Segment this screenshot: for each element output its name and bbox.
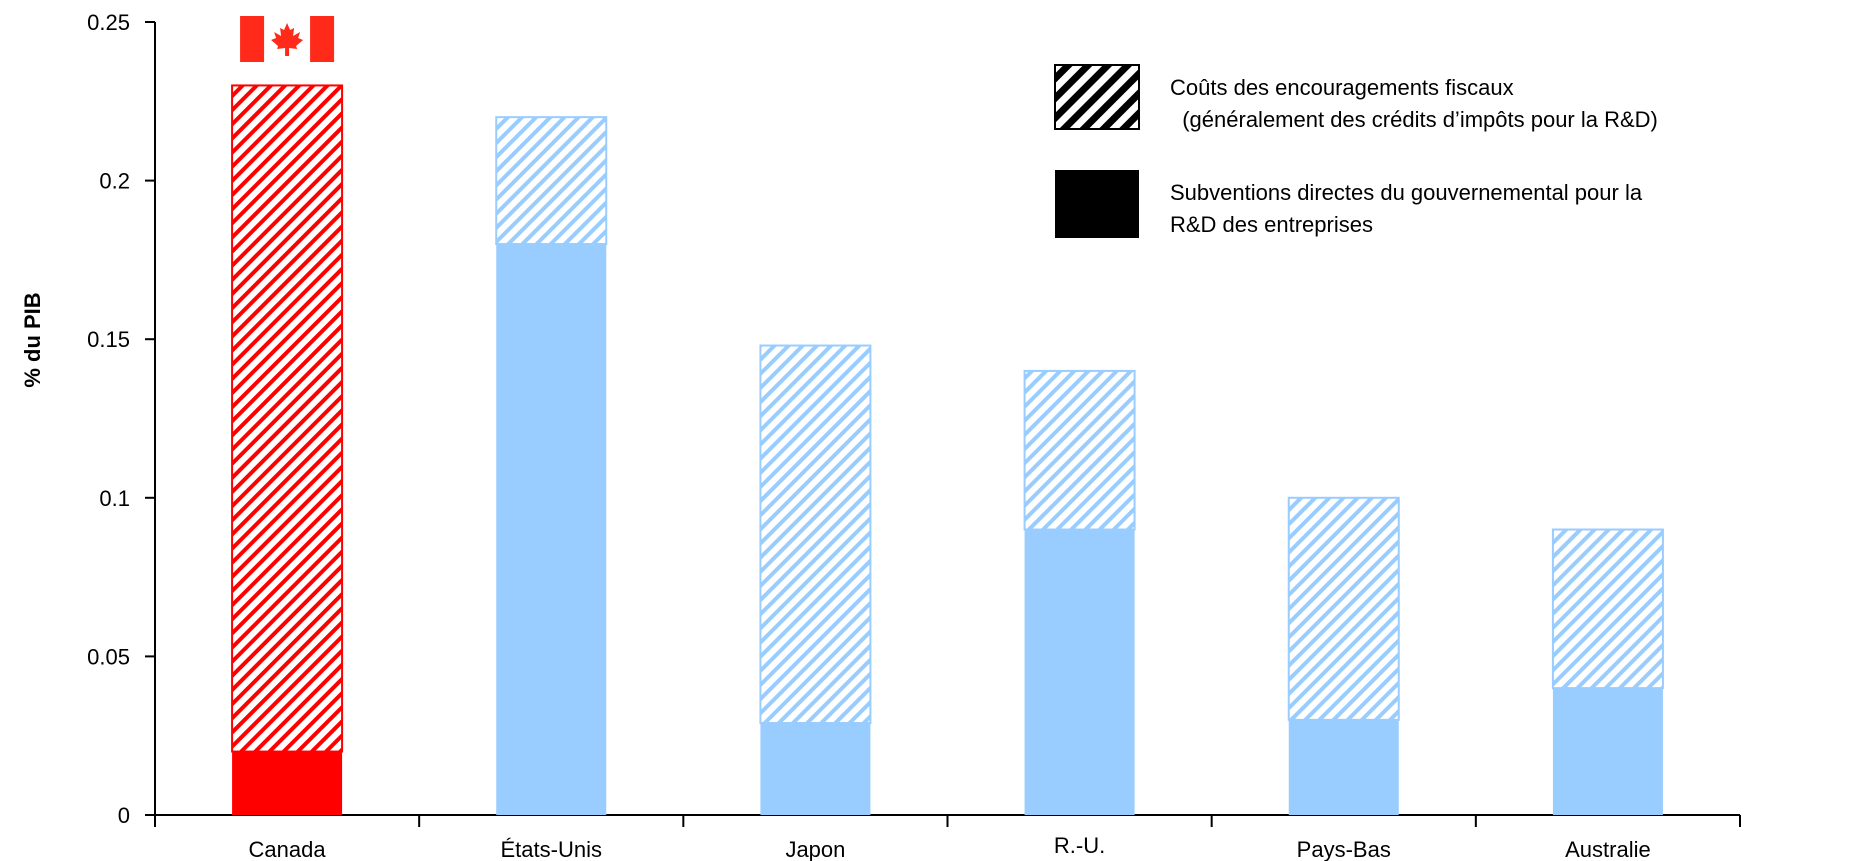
legend-label-tax-line2: (généralement des crédits d’impôts pour … — [1170, 107, 1658, 132]
legend-swatch-hatched — [1054, 64, 1140, 130]
y-tick-label: 0.25 — [87, 10, 130, 35]
legend-label-direct-line1: Subventions directes du gouvernemental p… — [1170, 180, 1643, 205]
bar-tax-incentive — [495, 116, 608, 246]
bar-direct-subsidy — [496, 244, 607, 816]
legend-label-direct-line2: R&D des entreprises — [1170, 212, 1373, 237]
legend-label-tax-line1: Coûts des encouragements fiscaux — [1170, 75, 1514, 100]
plot-area: 0 0.05 0.1 0.15 0.2 0.25 Canada États-Unis Japon… — [87, 10, 1741, 861]
bar-tax-incentive — [1551, 528, 1664, 690]
y-axis-label: % du PIB — [20, 292, 45, 387]
x-category-label: Pays-Bas — [1297, 837, 1391, 861]
x-category-label: Australie — [1565, 837, 1651, 861]
y-tick-label: 0.1 — [99, 486, 130, 511]
x-category-label: États-Unis — [501, 837, 602, 861]
legend-swatch-solid — [1055, 170, 1139, 238]
x-category-label: Japon — [785, 837, 845, 861]
bar-tax-incentive — [1023, 369, 1136, 531]
x-category-label: R.-U. — [1054, 833, 1105, 858]
canada-flag-icon — [240, 16, 335, 62]
legend: Coûts des encouragements fiscaux (généra… — [1054, 64, 1658, 238]
bar-direct-subsidy — [760, 723, 871, 815]
bar-tax-incentive — [759, 344, 872, 725]
y-tick-label: 0 — [118, 803, 130, 828]
y-tick-label: 0.15 — [87, 327, 130, 352]
bar-tax-incentive — [231, 84, 344, 753]
y-tick-label: 0.2 — [99, 169, 130, 194]
y-tick-label: 0.05 — [87, 644, 130, 669]
bar-direct-subsidy — [1288, 719, 1399, 815]
x-category-label: Canada — [249, 837, 327, 861]
bar-direct-subsidy — [1024, 529, 1135, 815]
bar-tax-incentive — [1287, 496, 1400, 721]
bar-direct-subsidy — [232, 751, 343, 815]
bar-direct-subsidy — [1552, 688, 1663, 815]
